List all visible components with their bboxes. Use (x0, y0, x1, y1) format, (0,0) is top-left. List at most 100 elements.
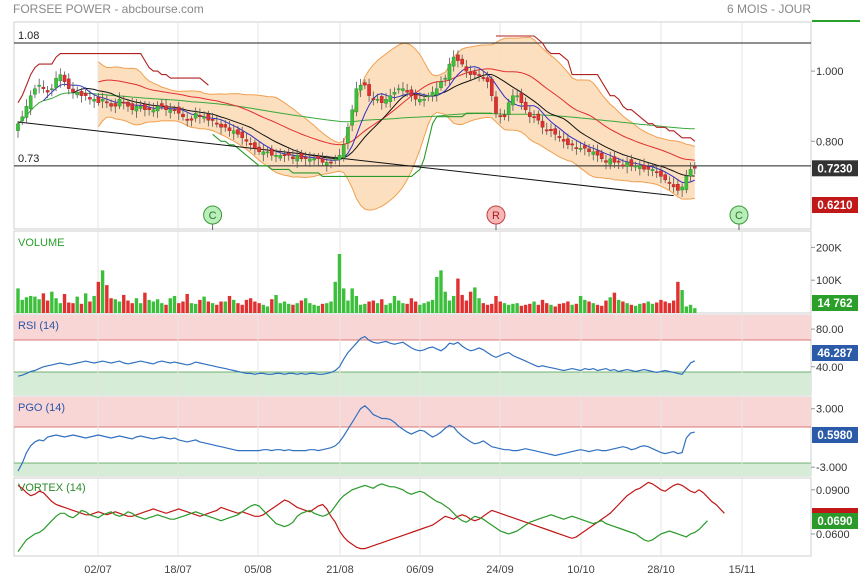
candle-body (160, 103, 164, 107)
rsi-tick-label: 40.00 (816, 362, 844, 374)
vortex-plus-line (17, 483, 708, 552)
volume-bar (79, 303, 84, 313)
candle-body (291, 156, 295, 160)
volume-bar (600, 305, 604, 313)
volume-bar (384, 304, 388, 313)
candle-body (215, 122, 219, 125)
signal-label: C (735, 210, 743, 222)
candle-body (198, 115, 202, 117)
volume-bar (248, 298, 253, 313)
x-tick-label: 24/09 (486, 564, 514, 576)
volume-bar (574, 303, 579, 313)
volume-bar (693, 308, 697, 313)
candle-body (105, 101, 109, 104)
candle-body (202, 116, 206, 119)
candle-body (426, 95, 431, 98)
volume-bar (532, 301, 536, 313)
candle-body (477, 74, 481, 76)
volume-bar (405, 303, 409, 313)
volume-bar (536, 304, 540, 313)
volume-bar (388, 303, 392, 313)
candle-body (379, 96, 384, 103)
last-price-tag: 0.7230 (817, 163, 852, 175)
candle-body (109, 103, 113, 107)
volume-bar (236, 303, 240, 313)
volume-bar (621, 301, 625, 313)
volume-bar (443, 291, 447, 313)
candle-body (341, 144, 346, 158)
candle-body (443, 77, 448, 80)
volume-bar (295, 303, 299, 313)
candle-body (498, 115, 503, 117)
candle-body (299, 153, 304, 160)
volume-bar (113, 299, 117, 313)
volume-bar (215, 304, 219, 313)
volume-bar (392, 295, 397, 313)
volume-bar (333, 281, 337, 313)
volume-bar (75, 296, 79, 313)
x-tick-label: 05/08 (244, 564, 272, 576)
vortex-tick-label: 0.0900 (816, 485, 850, 497)
candle-body (392, 91, 397, 95)
candle-body (396, 88, 401, 91)
volume-bar (604, 300, 608, 313)
volume-bar (468, 291, 473, 313)
volume-bar (168, 298, 172, 313)
volume-bar (422, 303, 426, 313)
volume-bar (350, 288, 354, 313)
candle-body (595, 150, 600, 156)
volume-bar (109, 298, 113, 313)
candle-body (248, 142, 253, 145)
volume-bar (244, 299, 249, 313)
candle-body (599, 152, 604, 160)
candle-body (489, 78, 494, 96)
volume-bar (291, 304, 295, 313)
candle-body (388, 95, 393, 102)
volume-bar (553, 306, 557, 313)
volume-bar (41, 293, 46, 313)
supertrend-line (496, 35, 696, 142)
volume-bar (33, 296, 37, 313)
volume-bar (261, 304, 266, 313)
volume-bar (265, 306, 270, 313)
candle-body (210, 119, 215, 121)
candle-body (434, 88, 439, 96)
candle-body (164, 105, 168, 110)
rsi-label: RSI (14) (18, 320, 59, 332)
vortex-minus-tag (812, 508, 858, 516)
volume-bar (494, 295, 498, 313)
candle-body (253, 142, 257, 149)
candle-body (612, 156, 617, 163)
volume-bar (299, 300, 304, 313)
volume-bar (375, 303, 380, 313)
candle-body (485, 77, 490, 82)
candle-body (502, 114, 507, 117)
volume-bar (117, 301, 122, 313)
volume-label: VOLUME (18, 237, 64, 249)
candle-body (375, 98, 380, 101)
candle-body (354, 88, 359, 113)
volume-bar (202, 296, 206, 313)
volume-bar (625, 303, 629, 313)
candle-body (663, 174, 667, 181)
vortex-plus-tag-bg (812, 513, 858, 529)
period-label[interactable]: 6 MOIS - JOUR (727, 2, 811, 16)
volume-bar (147, 299, 151, 313)
volume-bar (100, 270, 105, 313)
candle-body (134, 106, 139, 112)
ma20-line (98, 68, 695, 161)
candle-body (121, 101, 126, 104)
candle-body (117, 98, 122, 107)
candle-body (62, 74, 67, 82)
candle-body (240, 131, 244, 138)
candle-body (24, 106, 29, 118)
chart-title: FORSEE POWER - abcbourse.com (13, 2, 204, 16)
candle-body (549, 129, 553, 131)
volume-bar (460, 294, 464, 313)
signal-label: R (492, 210, 500, 222)
volume-bar (337, 253, 342, 313)
volume-bar (371, 300, 376, 313)
candle-body (130, 103, 135, 110)
ma100-line (17, 92, 695, 130)
